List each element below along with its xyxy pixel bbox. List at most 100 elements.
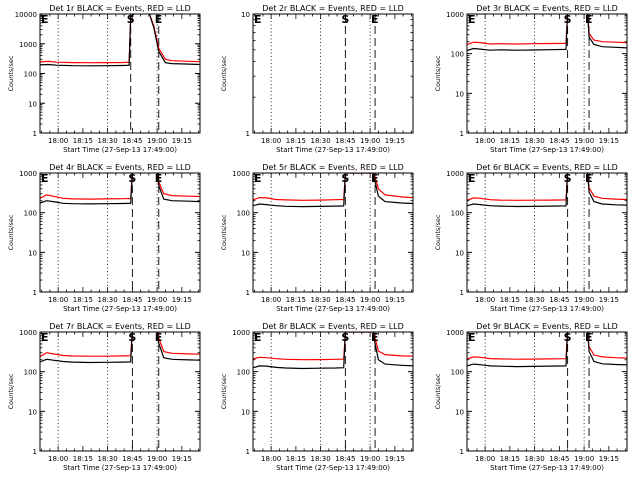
x-axis-label: Start Time (27-Sep-13 17:49:00) (63, 464, 177, 472)
x-tick-label: 18:15 (73, 455, 93, 463)
detector-panel-1: E S E 1 10 100 1000 10000 18:00 18:15 18:30 18:45 19… (7, 4, 201, 154)
detector-panel-2: E S E 1 10 18:00 18:15 18:30 18:45 19:00 19:15 Det … (220, 4, 414, 154)
series-lld-line (40, 173, 200, 200)
detector-panel-8: E S E 1 10 100 1000 18:00 18:15 18:30 18:45 19:00 19… (220, 322, 414, 472)
y-tick-label: 10 (455, 408, 464, 416)
series-events-line (40, 332, 200, 364)
x-tick-label: 19:00 (147, 137, 167, 145)
x-tick-label: 18:00 (475, 137, 495, 145)
x-tick-label: 18:00 (48, 296, 68, 304)
marker-label-e: E (585, 13, 593, 26)
y-tick-label: 100 (24, 71, 37, 79)
y-tick-label: 1 (33, 130, 37, 138)
series-lld-line (467, 173, 627, 201)
x-tick-label: 18:15 (73, 137, 93, 145)
y-tick-label: 10 (28, 408, 37, 416)
y-tick-label: 100 (237, 210, 250, 218)
x-tick-label: 18:45 (335, 296, 355, 304)
x-tick-label: 18:30 (311, 137, 331, 145)
x-tick-label: 19:15 (599, 137, 619, 145)
series-lld-line (467, 14, 627, 46)
series-lld-line (40, 14, 200, 64)
y-axis-label: Counts/sec (220, 55, 228, 91)
series-events-line (467, 173, 627, 208)
series-events-line (40, 14, 200, 67)
y-tick-label: 1 (460, 448, 464, 456)
panel-title: Det 7r BLACK = Events, RED = LLD (49, 322, 191, 331)
detector-panel-4: E S E 1 10 100 1000 18:00 18:15 18:30 18:45 19:00 19… (7, 163, 201, 313)
plot-frame (39, 331, 201, 452)
panel-title: Det 5r BLACK = Events, RED = LLD (262, 163, 404, 172)
y-tick-label: 10 (28, 249, 37, 257)
marker-label-s: S (564, 172, 572, 185)
series-lld-line (253, 173, 413, 201)
detector-panel-7: E S E 1 10 100 1000 18:00 18:15 18:30 18:45 19:00 19… (7, 322, 201, 472)
marker-label-s: S (341, 13, 349, 26)
marker-label-e: E (371, 13, 379, 26)
x-tick-label: 19:00 (147, 296, 167, 304)
x-tick-label: 18:30 (98, 296, 118, 304)
x-tick-label: 18:30 (525, 296, 545, 304)
y-tick-label: 1000 (232, 329, 250, 337)
y-axis-label: Counts/sec (220, 373, 228, 409)
y-tick-label: 1000 (446, 329, 464, 337)
detector-panel-5: E S E 1 10 100 1000 18:00 18:15 18:30 18:45 19:00 19… (220, 163, 414, 313)
x-tick-label: 19:00 (574, 137, 594, 145)
y-tick-label: 10 (28, 100, 37, 108)
x-axis-label: Start Time (27-Sep-13 17:49:00) (63, 146, 177, 154)
y-tick-label: 1 (246, 130, 250, 138)
panel-title: Det 8r BLACK = Events, RED = LLD (262, 322, 404, 331)
x-tick-label: 18:45 (549, 455, 569, 463)
marker-label-e: E (371, 331, 379, 344)
x-tick-label: 19:00 (147, 455, 167, 463)
x-tick-label: 18:30 (311, 455, 331, 463)
y-tick-label: 10 (455, 249, 464, 257)
y-tick-label: 1000 (19, 170, 37, 178)
marker-label-s: S (128, 172, 136, 185)
x-axis-label: Start Time (27-Sep-13 17:49:00) (490, 464, 604, 472)
y-tick-label: 1000 (19, 329, 37, 337)
y-tick-label: 10 (241, 11, 250, 19)
x-tick-label: 18:00 (475, 455, 495, 463)
x-tick-label: 18:45 (335, 137, 355, 145)
marker-label-s: S (128, 331, 136, 344)
y-tick-label: 100 (451, 51, 464, 59)
x-tick-label: 18:00 (261, 137, 281, 145)
plot-frame (466, 331, 628, 452)
x-axis-label: Start Time (27-Sep-13 17:49:00) (490, 305, 604, 313)
series-events-line (40, 173, 200, 205)
x-tick-label: 18:30 (98, 455, 118, 463)
x-tick-label: 19:00 (574, 455, 594, 463)
marker-label-e: E (254, 331, 262, 344)
x-tick-label: 18:15 (500, 455, 520, 463)
x-tick-label: 18:45 (335, 455, 355, 463)
series-events-line (253, 173, 413, 208)
y-tick-label: 100 (451, 210, 464, 218)
marker-label-e: E (468, 331, 476, 344)
y-axis-label: Counts/sec (434, 214, 442, 250)
x-tick-label: 18:15 (500, 137, 520, 145)
marker-label-e: E (41, 172, 49, 185)
x-tick-label: 19:00 (360, 455, 380, 463)
x-tick-label: 18:30 (311, 296, 331, 304)
panel-title: Det 9r BLACK = Events, RED = LLD (476, 322, 618, 331)
marker-label-e: E (468, 172, 476, 185)
x-tick-label: 18:00 (261, 296, 281, 304)
y-tick-label: 1 (33, 448, 37, 456)
series-lld-line (467, 332, 627, 360)
plot-frame (39, 13, 201, 134)
panel-title: Det 4r BLACK = Events, RED = LLD (49, 163, 191, 172)
marker-label-s: S (341, 331, 349, 344)
y-tick-label: 100 (24, 369, 37, 377)
plot-frame (466, 13, 628, 134)
y-tick-label: 1000 (446, 170, 464, 178)
y-tick-label: 1 (33, 289, 37, 297)
series-events-line (467, 14, 627, 52)
y-tick-label: 100 (237, 369, 250, 377)
y-tick-label: 1 (460, 289, 464, 297)
x-tick-label: 18:45 (122, 455, 142, 463)
y-tick-label: 1000 (232, 170, 250, 178)
plot-frame (252, 13, 414, 134)
